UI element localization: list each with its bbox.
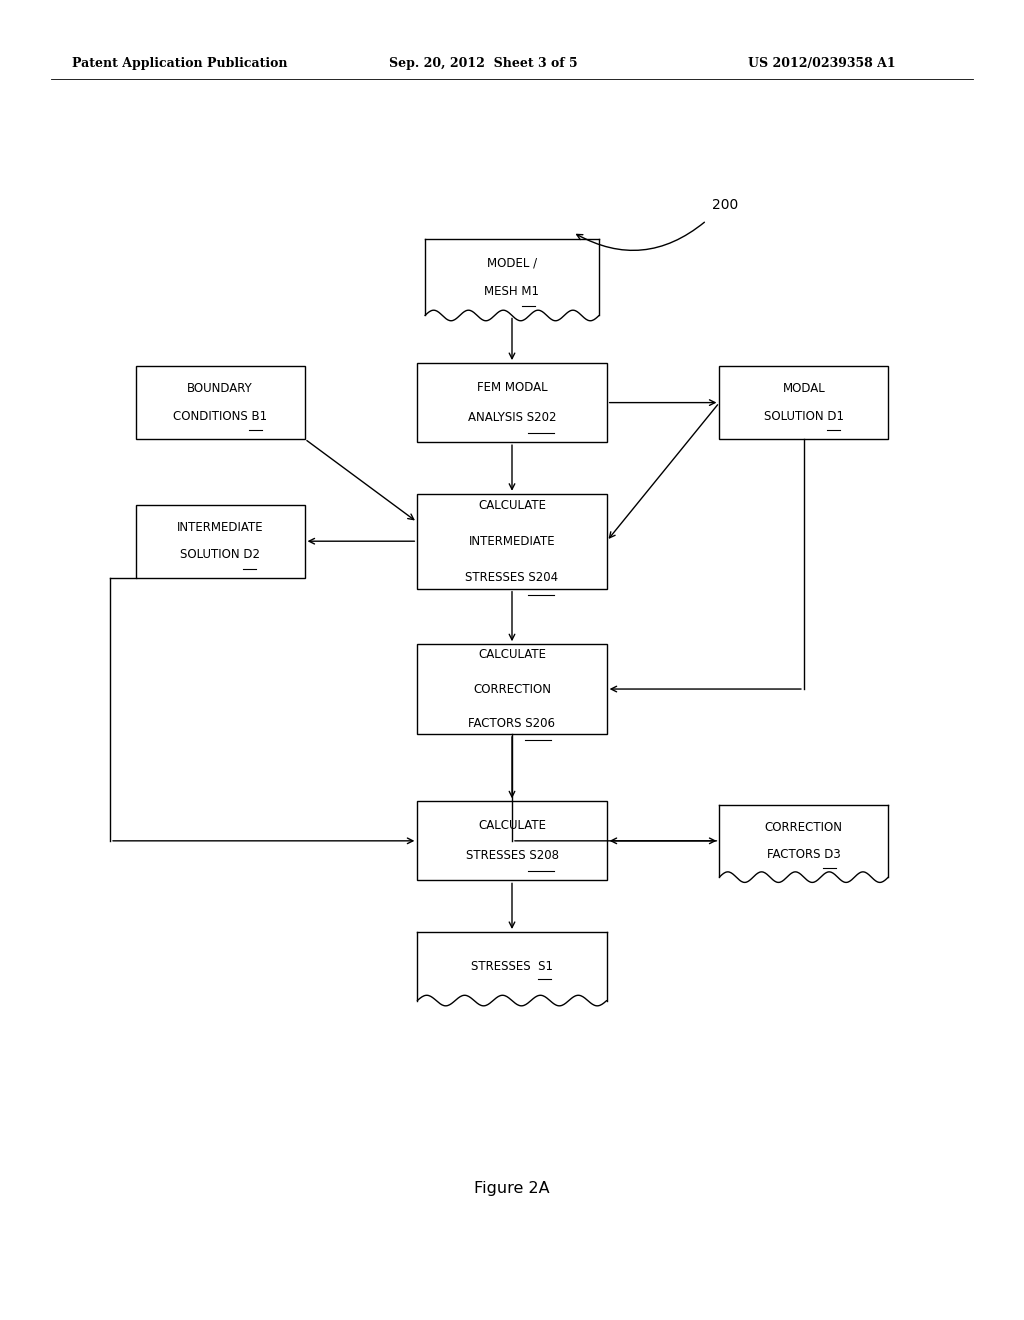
- Text: MESH M1: MESH M1: [484, 285, 540, 298]
- Text: Patent Application Publication: Patent Application Publication: [72, 57, 287, 70]
- Text: CALCULATE: CALCULATE: [478, 820, 546, 833]
- Text: BOUNDARY: BOUNDARY: [187, 383, 253, 395]
- Text: CALCULATE: CALCULATE: [478, 648, 546, 661]
- Text: ANALYSIS S202: ANALYSIS S202: [468, 411, 556, 424]
- Text: 200: 200: [712, 198, 738, 211]
- Bar: [135, 366, 305, 438]
- Text: FEM MODAL: FEM MODAL: [477, 381, 547, 395]
- Bar: [135, 366, 305, 438]
- Text: FACTORS S206: FACTORS S206: [469, 717, 555, 730]
- Bar: [418, 644, 606, 734]
- Text: US 2012/0239358 A1: US 2012/0239358 A1: [748, 57, 895, 70]
- Text: CALCULATE: CALCULATE: [478, 499, 546, 512]
- Bar: [418, 801, 606, 880]
- Text: CORRECTION: CORRECTION: [473, 682, 551, 696]
- Bar: [418, 494, 606, 589]
- Text: STRESSES S204: STRESSES S204: [466, 570, 558, 583]
- Bar: [135, 504, 305, 578]
- Bar: [719, 366, 889, 438]
- Bar: [418, 932, 606, 1001]
- Text: CORRECTION: CORRECTION: [765, 821, 843, 833]
- Text: INTERMEDIATE: INTERMEDIATE: [469, 535, 555, 548]
- Bar: [719, 366, 889, 438]
- Bar: [418, 363, 606, 442]
- Text: FACTORS D3: FACTORS D3: [767, 849, 841, 861]
- Text: MODEL /: MODEL /: [487, 256, 537, 269]
- Bar: [418, 363, 606, 442]
- Bar: [425, 239, 599, 315]
- Text: SOLUTION D1: SOLUTION D1: [764, 411, 844, 422]
- Bar: [719, 805, 889, 878]
- Text: MODAL: MODAL: [782, 383, 825, 395]
- Bar: [418, 494, 606, 589]
- Text: CONDITIONS B1: CONDITIONS B1: [173, 411, 267, 422]
- Text: STRESSES S208: STRESSES S208: [466, 849, 558, 862]
- Text: Figure 2A: Figure 2A: [474, 1180, 550, 1196]
- Text: INTERMEDIATE: INTERMEDIATE: [177, 521, 263, 533]
- Bar: [135, 504, 305, 578]
- Text: Sep. 20, 2012  Sheet 3 of 5: Sep. 20, 2012 Sheet 3 of 5: [389, 57, 578, 70]
- Text: SOLUTION D2: SOLUTION D2: [180, 549, 260, 561]
- Text: STRESSES  S1: STRESSES S1: [471, 960, 553, 973]
- Bar: [418, 644, 606, 734]
- Bar: [418, 801, 606, 880]
